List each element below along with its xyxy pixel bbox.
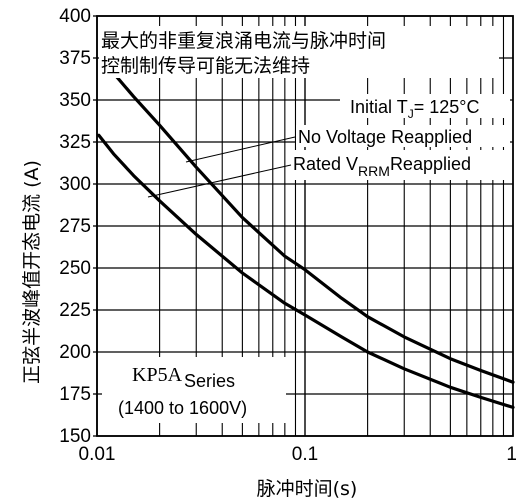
y-axis-label: 正弦半波峰值开态电流 (A): [21, 160, 43, 384]
x-axis-label: 脉冲时间(s): [257, 478, 358, 500]
series-label-bg-1: [296, 125, 510, 147]
series-label-rated-prefix: Rated V: [293, 154, 358, 174]
y-tick-label: 400: [59, 6, 91, 27]
y-tick-label: 200: [59, 342, 91, 363]
y-tick-label: 250: [59, 258, 91, 279]
device-label-prefix: KP5A: [132, 364, 183, 386]
device-label-background: [102, 357, 286, 423]
device-voltage-range: (1400 to 1600V): [118, 398, 247, 418]
y-tick-label: 325: [59, 132, 91, 153]
annotation-line-2: 控制制传导可能无法维持: [101, 55, 310, 77]
series-line-2: [97, 133, 515, 409]
series-label-no-voltage: No Voltage Reapplied: [298, 127, 472, 147]
condition-label: Initial TJ= 125°C: [350, 97, 479, 121]
y-tick-label: 225: [59, 300, 91, 321]
x-tick-label: 0.1: [292, 444, 318, 465]
leader-line-no-voltage: [185, 136, 296, 163]
series-line-1: [111, 71, 515, 384]
condition-sub: J: [408, 107, 414, 121]
y-tick-label: 300: [59, 174, 91, 195]
series-label-rated: Rated VRRMReapplied: [293, 154, 471, 179]
annotation-line-1: 最大的非重复浪涌电流与脉冲时间: [101, 30, 386, 52]
y-tick-label: 275: [59, 216, 91, 237]
y-tick-label: 375: [59, 48, 91, 69]
condition-background: [340, 94, 510, 118]
device-label: KP5A Series: [132, 364, 235, 391]
y-tick-label: 350: [59, 90, 91, 111]
x-axis-ticks: 0.01 0.1 1: [79, 444, 517, 465]
y-tick-label: 150: [59, 426, 91, 447]
curves: [97, 71, 515, 409]
series-label-rated-sub: RRM: [358, 163, 390, 179]
device-label-sub: Series: [184, 371, 235, 391]
y-axis-ticks: 150 175 200 225 250 275 300 325 350 375 400: [59, 6, 97, 447]
condition-suffix: = 125°C: [414, 97, 480, 117]
x-tick-label: 1: [506, 444, 517, 465]
series-label-bg-2: [292, 150, 510, 180]
annotation-background: [99, 26, 499, 78]
condition-prefix: Initial T: [350, 97, 408, 117]
x-tick-label: 0.01: [79, 444, 116, 465]
y-tick-label: 175: [59, 384, 91, 405]
series-label-rated-suffix: Reapplied: [390, 154, 471, 174]
leader-line-rated: [147, 164, 292, 198]
